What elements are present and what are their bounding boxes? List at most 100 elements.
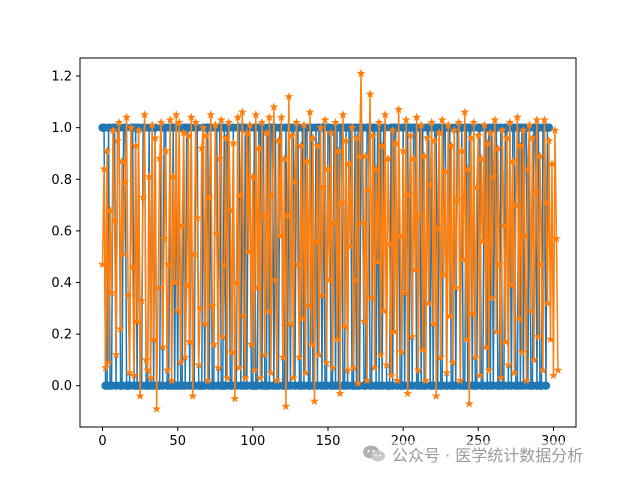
data-point	[131, 141, 140, 150]
data-point	[275, 231, 285, 240]
data-point	[389, 326, 399, 336]
data-point	[412, 112, 422, 122]
data-point	[216, 115, 226, 124]
data-point	[98, 259, 107, 269]
data-point	[266, 368, 276, 377]
data-point	[488, 172, 498, 181]
data-point	[479, 120, 489, 129]
data-point	[401, 115, 411, 124]
data-point	[464, 399, 474, 408]
data-point	[302, 156, 312, 165]
data-point	[152, 404, 162, 413]
data-point	[237, 107, 247, 116]
data-point	[499, 221, 509, 230]
data-point	[436, 352, 446, 362]
data-point	[359, 316, 369, 325]
data-point	[552, 234, 561, 243]
data-point	[191, 117, 201, 127]
data-point	[263, 306, 273, 315]
data-point	[439, 270, 449, 279]
data-point	[437, 115, 447, 124]
data-point	[274, 135, 283, 145]
data-point	[346, 241, 355, 251]
x-tick-label: 150	[316, 434, 341, 449]
data-point	[529, 355, 539, 364]
data-point	[431, 391, 441, 400]
data-point	[221, 133, 231, 142]
data-point	[277, 112, 286, 122]
data-point	[219, 259, 229, 269]
data-point	[407, 332, 417, 341]
x-tick-label: 100	[240, 434, 265, 449]
data-point	[415, 210, 425, 220]
data-point	[198, 123, 208, 132]
data-point	[395, 231, 405, 240]
data-point	[532, 115, 542, 124]
data-point	[240, 373, 250, 382]
data-point	[514, 314, 524, 323]
data-point	[269, 102, 279, 111]
data-point	[307, 339, 316, 349]
data-point	[107, 288, 116, 297]
data-point	[298, 314, 307, 323]
data-point	[475, 370, 485, 380]
data-point	[418, 344, 428, 354]
data-point	[452, 195, 462, 204]
data-point	[440, 166, 450, 176]
watermark: 公众号 · 医学统计数据分析	[362, 441, 632, 467]
data-point	[248, 172, 258, 181]
data-point	[182, 280, 192, 289]
data-point	[326, 128, 336, 137]
data-point	[352, 133, 361, 142]
data-point	[449, 125, 459, 134]
data-point	[173, 306, 183, 315]
data-point	[197, 143, 207, 153]
data-point	[249, 365, 259, 374]
data-point	[301, 368, 310, 377]
data-point	[364, 185, 373, 194]
data-point	[497, 125, 507, 134]
data-point	[183, 130, 193, 140]
data-point	[380, 110, 390, 119]
data-point	[421, 375, 431, 385]
data-point	[236, 190, 246, 199]
data-point	[541, 381, 551, 390]
data-point	[192, 213, 202, 222]
data-point	[155, 154, 165, 163]
data-point	[105, 205, 115, 214]
data-point	[448, 357, 458, 367]
data-point	[117, 156, 127, 165]
data-point	[463, 164, 473, 173]
data-point	[207, 301, 217, 310]
data-point	[344, 159, 354, 168]
data-point	[397, 347, 407, 356]
data-point	[520, 231, 530, 240]
data-point	[102, 146, 112, 155]
data-point	[146, 373, 156, 382]
data-point	[159, 234, 169, 243]
y-tick-label: 0.2	[51, 328, 72, 343]
x-tick-label: 0	[98, 434, 106, 449]
data-point	[466, 133, 476, 142]
data-point	[299, 120, 309, 129]
data-point	[255, 373, 265, 382]
data-point	[373, 257, 382, 266]
data-point	[147, 120, 157, 129]
data-point	[233, 112, 243, 122]
data-point	[252, 283, 262, 292]
data-point	[392, 375, 402, 385]
data-point	[331, 117, 340, 127]
data-point	[553, 365, 563, 374]
data-point	[410, 264, 420, 274]
data-point	[203, 375, 213, 385]
data-point	[128, 262, 137, 271]
data-point	[370, 363, 379, 372]
data-point	[230, 394, 240, 403]
data-point	[469, 117, 479, 127]
data-point	[374, 117, 384, 127]
data-point	[349, 363, 358, 372]
data-point	[502, 133, 512, 142]
data-point	[544, 123, 554, 132]
data-point	[424, 298, 434, 307]
data-point	[329, 218, 339, 227]
